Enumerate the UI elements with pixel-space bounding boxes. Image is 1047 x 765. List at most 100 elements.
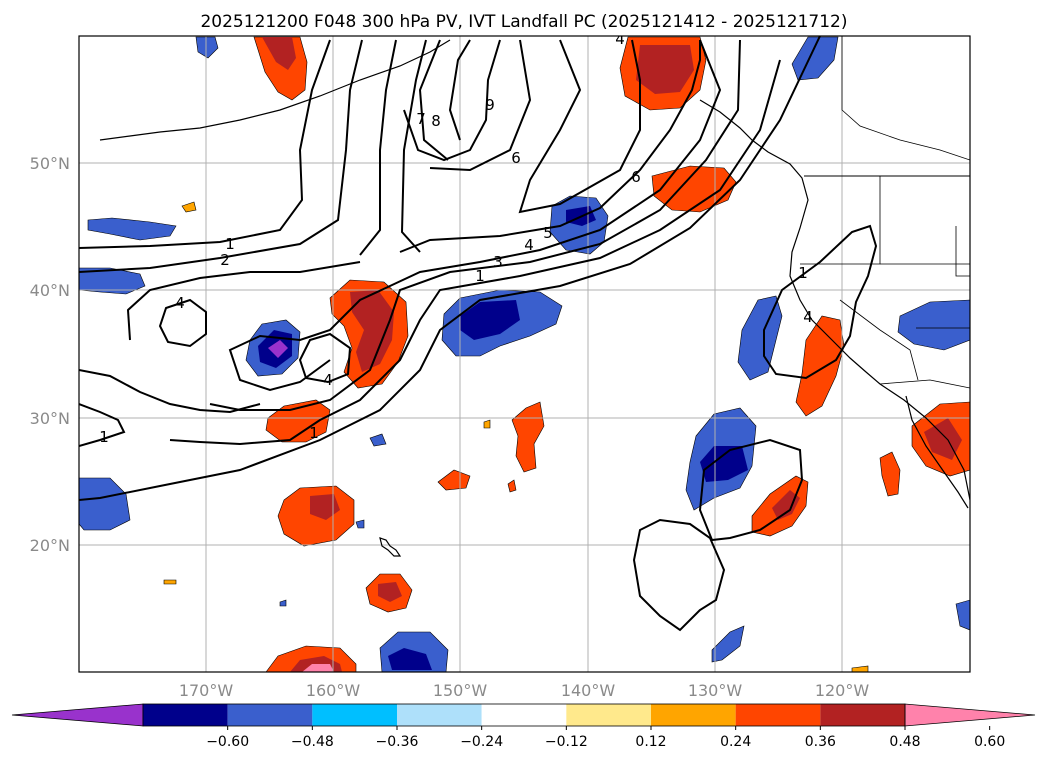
contour-line (79, 403, 126, 447)
hawaiian-islands (379, 537, 402, 557)
latitude-labels: 50°N 40°N 30°N 20°N (30, 154, 70, 555)
negative-anomaly-region (279, 599, 287, 607)
colorbar-swatch (651, 704, 736, 726)
colorbar-extend-left (11, 703, 144, 727)
negative-anomaly-extreme (268, 340, 288, 358)
contour-line (169, 59, 781, 446)
map-area: 1 2 3 4 5 6 7 8 9 1 2 4 4 4 1 1 1 4 6 (79, 30, 970, 672)
contour-labels: 1 2 3 4 5 6 7 8 9 1 2 4 4 4 1 1 1 4 6 (99, 30, 813, 446)
longitude-labels: 170°W 160°W 150°W 140°W 130°W 120°W (179, 681, 870, 700)
positive-anomaly-region (507, 479, 517, 493)
negative-anomaly-region (87, 217, 177, 241)
contour-label: 8 (431, 112, 441, 130)
contour-label: 4 (615, 30, 625, 48)
contour-label: 4 (803, 308, 813, 326)
contour-label: 1 (798, 264, 808, 282)
contour-line (359, 39, 397, 256)
negative-anomaly-region (711, 625, 745, 663)
state-border (800, 176, 881, 265)
state-border (880, 226, 970, 329)
negative-anomaly-region (897, 299, 970, 351)
positive-anomaly-region (483, 419, 491, 429)
contour-line (448, 39, 471, 141)
state-border (839, 299, 919, 381)
negative-anomaly-region (79, 477, 131, 531)
positive-anomaly-region (163, 579, 177, 585)
canada-border-region (841, 36, 970, 161)
colorbar-swatch (820, 704, 905, 726)
positive-anomaly-region (437, 469, 471, 491)
lat-tick-label: 40°N (30, 281, 70, 300)
contour-label: 7 (416, 110, 426, 128)
colorbar-swatch (312, 704, 397, 726)
negative-anomaly-region (955, 599, 970, 631)
negative-anomaly-region (195, 36, 219, 59)
negative-anomaly-core (388, 648, 432, 670)
positive-anomaly-region (511, 401, 545, 473)
colorbar-swatch (481, 704, 567, 726)
colorbar-tick-label: −0.12 (545, 734, 588, 750)
figure-title: 2025121200 F048 300 hPa PV, IVT Landfall… (200, 12, 847, 32)
contour-line (399, 40, 701, 253)
contour-line (79, 39, 331, 249)
contour-line (518, 39, 641, 214)
positive-anomaly-core (378, 582, 402, 602)
positive-anomaly-region (879, 451, 901, 497)
lat-tick-label: 20°N (30, 536, 70, 555)
positive-anomaly-extreme (302, 664, 334, 672)
colorbar-swatch (143, 704, 228, 726)
contour-line (298, 332, 352, 384)
colorbar-frame (142, 703, 906, 727)
contour-line (632, 518, 726, 632)
colorbar: −0.60 −0.48 −0.36 −0.24 −0.12 0.12 0.24 0.36 0.4… (11, 703, 1036, 750)
contour-label: 4 (323, 371, 333, 389)
contour-lines (79, 36, 878, 632)
contour-label: 3 (493, 253, 503, 271)
lon-tick-label: 120°W (815, 681, 870, 700)
negative-anomaly-region (355, 519, 365, 529)
lon-tick-label: 170°W (179, 681, 234, 700)
contour-label: 9 (485, 96, 495, 114)
contour-line (158, 298, 207, 348)
colorbar-tick-label: −0.24 (460, 734, 503, 750)
colorbar-tick-label: 0.24 (720, 734, 751, 750)
contour-label: 1 (475, 267, 485, 285)
positive-anomaly-core (262, 37, 296, 70)
lon-tick-label: 140°W (561, 681, 616, 700)
lon-tick-label: 150°W (433, 681, 488, 700)
positive-anomaly-core (772, 490, 800, 520)
colorbar-tick-label: 0.12 (635, 734, 666, 750)
baja-california-coast (905, 395, 969, 509)
colorbar-tick-label: −0.36 (376, 734, 419, 750)
colorbar-tick-label: 0.60 (974, 734, 1005, 750)
positive-anomaly-region (181, 201, 197, 213)
negative-anomaly-core (460, 300, 520, 340)
contour-label: 5 (543, 224, 553, 242)
map-frame (78, 35, 971, 673)
contour-line (403, 39, 501, 162)
negative-anomaly-region (369, 433, 387, 447)
contour-line (228, 39, 722, 392)
contour-line (79, 369, 261, 414)
colorbar-tick-label: −0.48 (291, 734, 334, 750)
negative-anomaly-core (700, 446, 748, 482)
contour-line (429, 39, 532, 172)
colorbar-swatch (227, 704, 313, 726)
negative-anomaly-region (737, 295, 783, 381)
colorbar-tick-label: 0.36 (805, 734, 836, 750)
contour-line (209, 39, 741, 411)
coastlines (99, 36, 970, 557)
north-america-coast (699, 99, 970, 501)
contour-label: 6 (511, 149, 521, 167)
contour-line (763, 224, 878, 380)
contour-line (79, 39, 363, 273)
lon-tick-label: 130°W (688, 681, 743, 700)
contour-line (126, 261, 361, 341)
contour-label: 4 (175, 294, 185, 312)
colorbar-extend-right (904, 703, 1036, 727)
aleutian-islands (99, 39, 451, 141)
lat-tick-label: 30°N (30, 409, 70, 428)
colorbar-swatch (397, 704, 482, 726)
colorbar-swatch (735, 704, 821, 726)
